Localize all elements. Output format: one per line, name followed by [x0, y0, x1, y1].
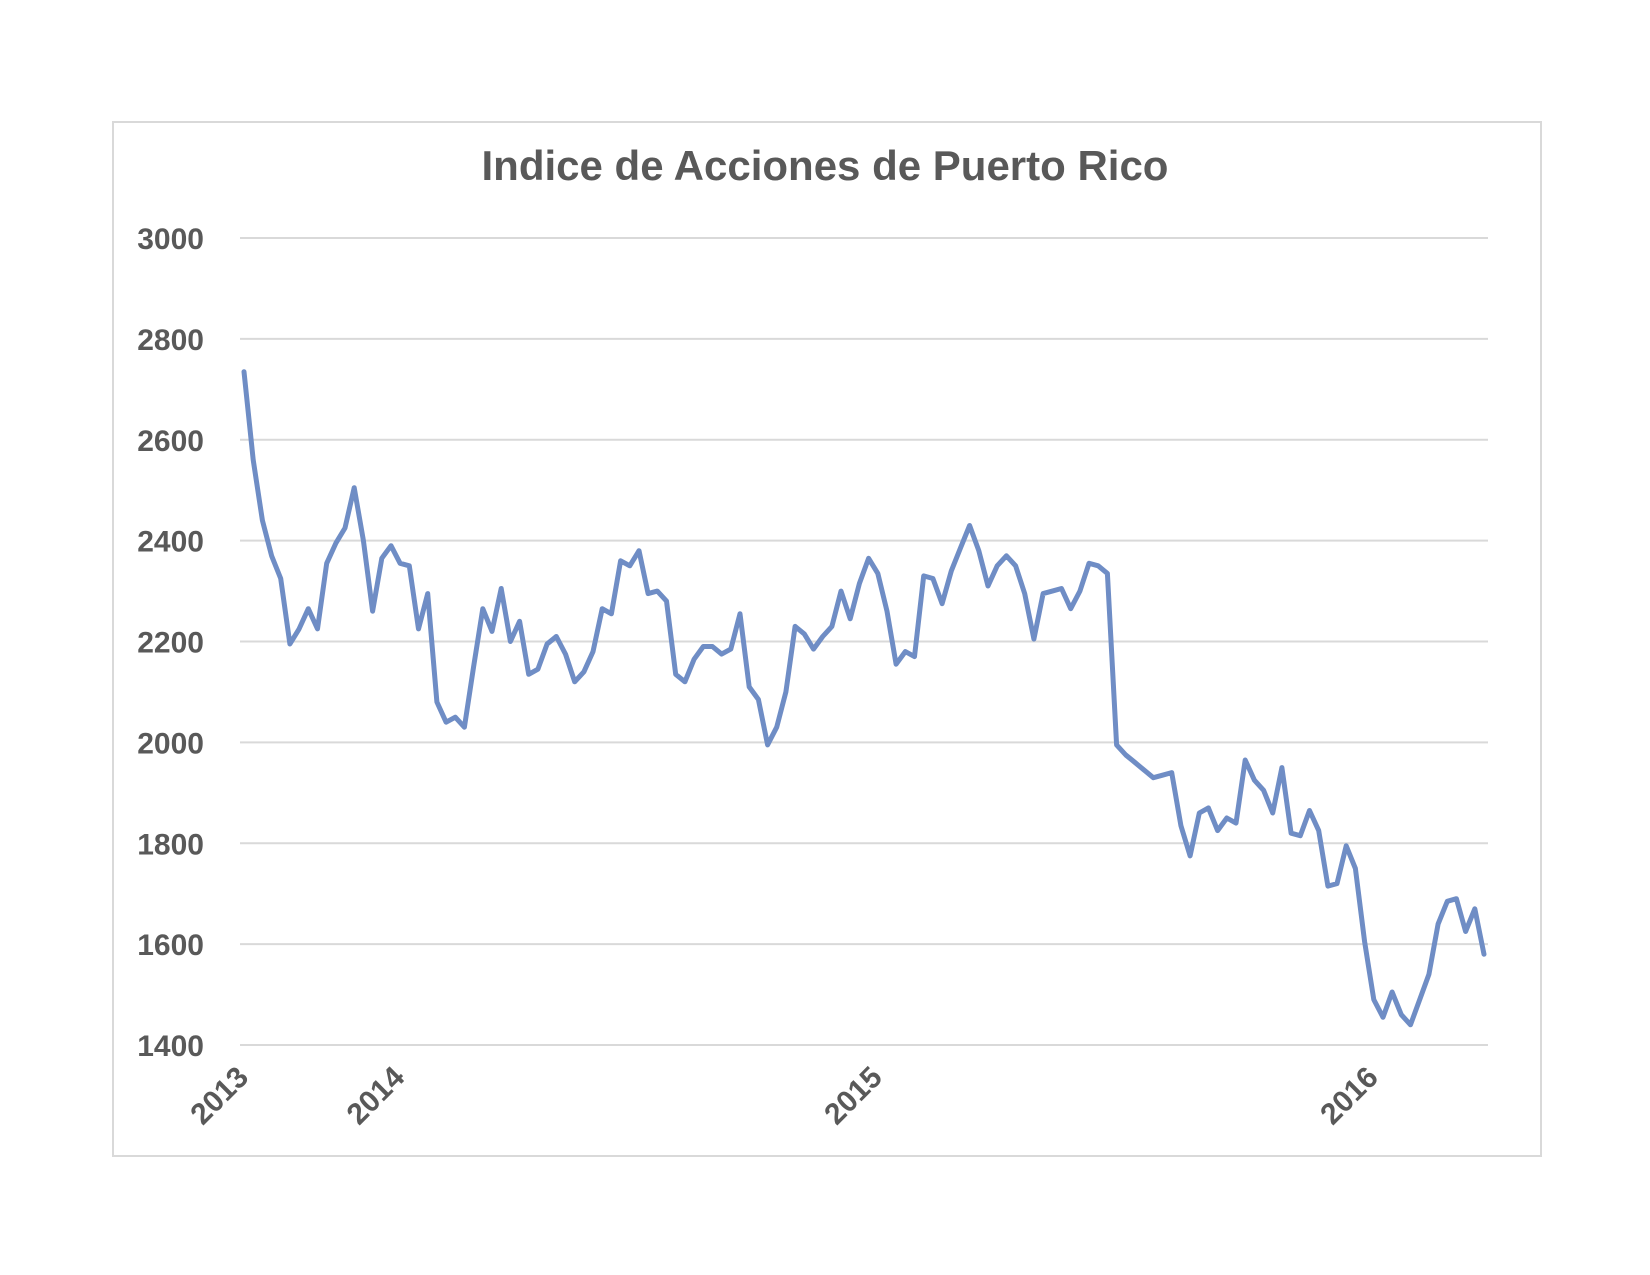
chart-title: Indice de Acciones de Puerto Rico	[481, 142, 1169, 189]
series-line	[241, 369, 1487, 1028]
y-tick-label: 2400	[137, 526, 204, 559]
y-tick-label: 1600	[137, 929, 204, 962]
y-axis-ticks: 3000 2800 2600 2400 2200 2000 1800 1600 1400	[137, 223, 204, 1063]
chart-frame	[112, 121, 1542, 1157]
y-tick-label: 1400	[137, 1030, 204, 1063]
y-tick-label: 1800	[137, 828, 204, 861]
y-tick-label: 3000	[137, 223, 204, 256]
x-tick-label: 2015	[818, 1061, 889, 1132]
gridlines	[240, 237, 1488, 1046]
y-tick-label: 2800	[137, 324, 204, 357]
y-tick-label: 2000	[137, 727, 204, 760]
x-tick-label: 2014	[341, 1060, 412, 1131]
x-axis-ticks: 2013 2014 2015 2016	[184, 1060, 1384, 1131]
x-tick-label: 2013	[184, 1061, 255, 1132]
x-tick-label: 2016	[1314, 1061, 1385, 1132]
y-tick-label: 2600	[137, 425, 204, 458]
y-tick-label: 2200	[137, 627, 204, 660]
